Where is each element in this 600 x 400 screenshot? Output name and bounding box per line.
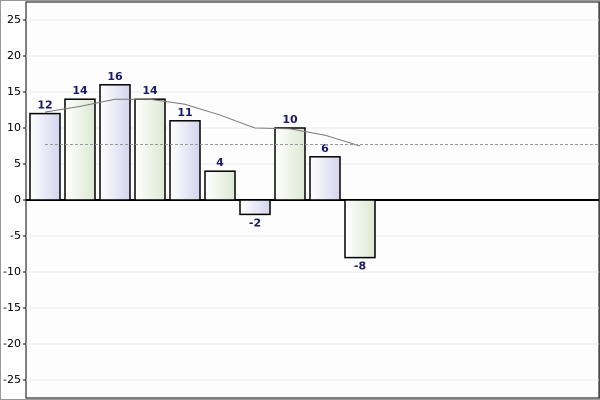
value-label: 4 (216, 156, 224, 169)
value-label: 6 (321, 142, 329, 155)
y-tick-label: -10 (3, 265, 21, 278)
bar (169, 120, 201, 201)
value-label: -2 (249, 216, 261, 229)
y-tick-label: 15 (7, 85, 21, 98)
y-tick-label: 5 (14, 157, 21, 170)
bar (344, 199, 376, 259)
y-tick-label: 10 (7, 121, 21, 134)
bar (99, 84, 131, 201)
bar (29, 112, 61, 201)
bar (64, 98, 96, 201)
value-label: -8 (354, 260, 366, 273)
value-label: 14 (142, 84, 158, 97)
bar (239, 199, 271, 216)
bar (309, 156, 341, 201)
y-tick-label: -25 (3, 373, 21, 386)
y-tick-label: 0 (14, 193, 21, 206)
value-label: 11 (177, 106, 192, 119)
y-tick-label: 25 (7, 13, 21, 26)
bar (204, 170, 236, 201)
y-tick-label: -15 (3, 301, 21, 314)
value-label: 16 (107, 70, 123, 83)
value-label: 14 (72, 84, 88, 97)
bar (274, 127, 306, 201)
y-tick-label: 20 (7, 49, 21, 62)
value-label: 10 (282, 113, 298, 126)
trend-line (44, 98, 361, 147)
y-tick-label: -20 (3, 337, 21, 350)
value-label: 12 (37, 99, 52, 112)
y-tick-label: -5 (10, 229, 21, 242)
bar (134, 98, 166, 201)
